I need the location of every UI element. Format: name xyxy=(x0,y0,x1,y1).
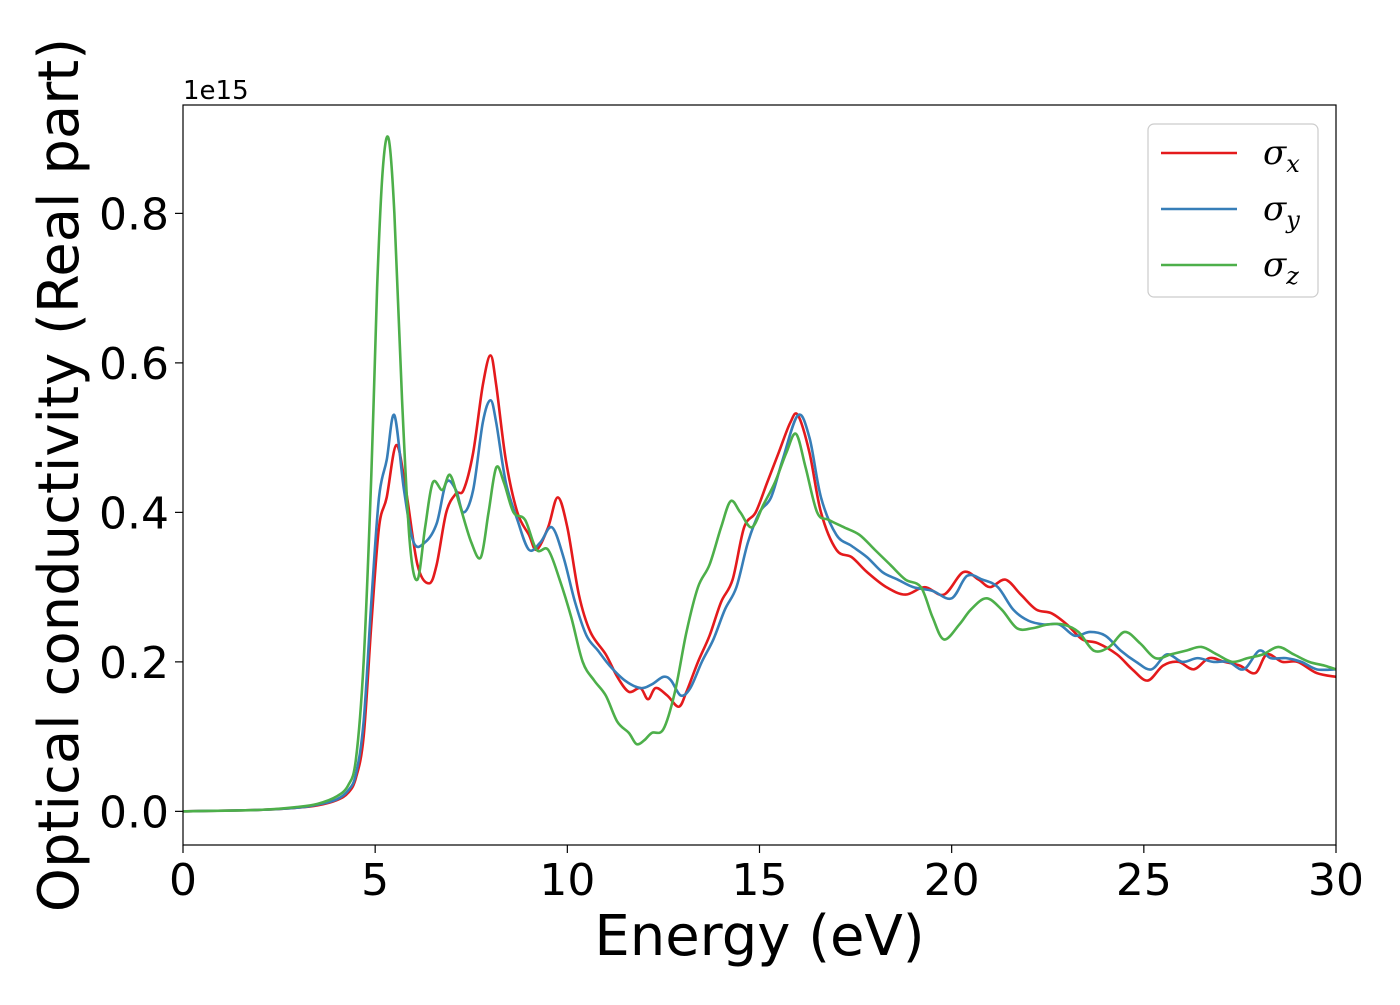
legend-item-y: σy xyxy=(1161,189,1300,234)
y-offset-label: 1e15 xyxy=(183,76,249,106)
x-tick-label: 25 xyxy=(1116,855,1172,906)
series-line-z xyxy=(183,135,1336,813)
y-tick-label: 0.8 xyxy=(99,189,169,240)
series-lines xyxy=(183,135,1336,813)
x-tick-label: 30 xyxy=(1308,855,1364,906)
legend-item-z: σz xyxy=(1161,245,1299,290)
legend: σx σy σz xyxy=(1147,123,1319,298)
legend-box xyxy=(1147,123,1319,298)
legend-label: σy xyxy=(1263,189,1300,234)
x-tick-label: 5 xyxy=(361,855,389,906)
series-line-y xyxy=(183,398,1336,813)
x-tick-label: 10 xyxy=(539,855,595,906)
y-axis-title: Optical conductivity (Real part) xyxy=(27,38,92,912)
legend-item-x: σx xyxy=(1161,133,1300,178)
y-tick-label: 0.6 xyxy=(99,339,169,390)
x-tick-label: 0 xyxy=(169,855,197,906)
y-tick-label: 0.2 xyxy=(99,638,169,689)
x-axis-title: Energy (eV) xyxy=(594,904,924,969)
legend-label: σz xyxy=(1263,245,1299,290)
y-tick-label: 0.0 xyxy=(99,787,169,838)
x-axis: 0 5 10 15 20 25 30 xyxy=(169,845,1364,906)
y-tick-label: 0.4 xyxy=(99,488,169,539)
x-tick-label: 15 xyxy=(732,855,788,906)
x-tick-label: 20 xyxy=(924,855,980,906)
y-axis: 0.0 0.2 0.4 0.6 0.8 xyxy=(99,189,183,838)
series-line-x xyxy=(183,354,1336,813)
legend-label: σx xyxy=(1263,133,1300,178)
